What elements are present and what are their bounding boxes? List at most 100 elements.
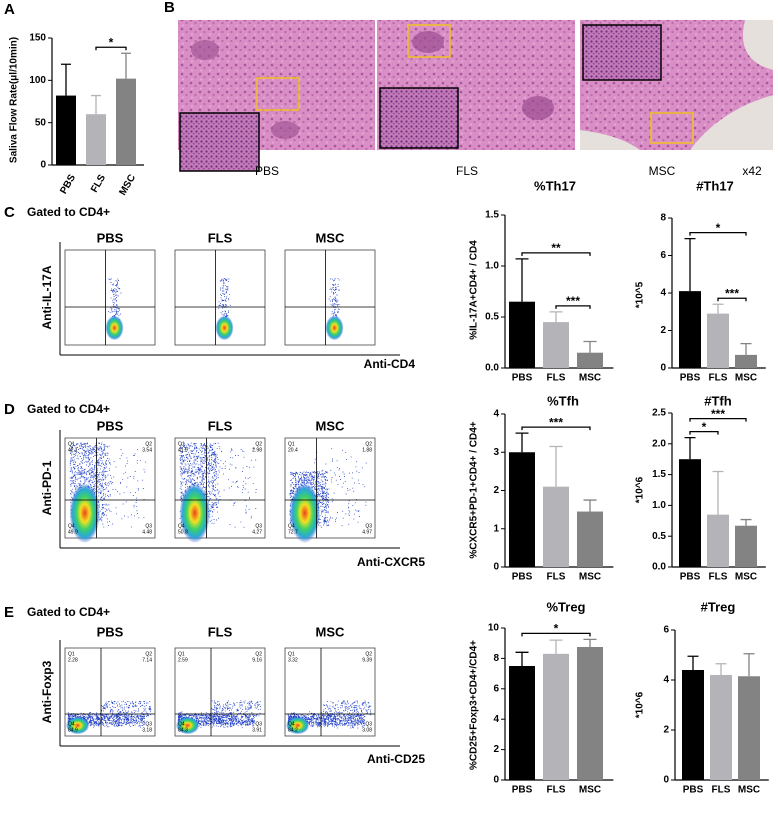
panel-label: E — [4, 604, 14, 621]
event-density — [175, 716, 200, 735]
significance-label: * — [554, 622, 559, 636]
y-tick-label: 2.0 — [652, 438, 666, 449]
quadrant-value: 9.39 — [362, 657, 372, 663]
y-tick-label: 4 — [493, 409, 499, 420]
y-tick-label: 1 — [493, 523, 499, 534]
quadrant-value: 2.28 — [68, 657, 78, 663]
significance-bracket — [689, 231, 747, 236]
bar — [543, 322, 569, 368]
error-bar — [549, 639, 563, 654]
quadrant-name: Q3 — [255, 721, 262, 727]
y-tick-label: 6 — [660, 250, 666, 261]
background — [580, 20, 773, 150]
quadrant-name: Q3 — [145, 523, 152, 529]
x-tick-label: MSC — [735, 373, 757, 384]
magnification: x42 — [742, 164, 762, 178]
significance-label: *** — [725, 286, 739, 300]
panel-label: A — [4, 1, 15, 18]
y-tick-label: 8 — [493, 653, 499, 664]
quadrant-name: Q4 — [288, 523, 295, 529]
quadrant-value: 84.9 — [68, 727, 78, 733]
quadrant-name: Q2 — [255, 441, 262, 447]
y-tick-label: 2 — [493, 744, 499, 755]
error-bar — [687, 655, 699, 670]
quadrant-value: 3.54 — [142, 447, 152, 453]
quadrant-name: Q1 — [178, 441, 185, 447]
error-bar — [91, 94, 101, 115]
significance-label: * — [716, 221, 721, 235]
bar — [738, 676, 760, 780]
flow-plot-title: PBS — [97, 624, 124, 639]
quadrant-name: Q1 — [288, 441, 295, 447]
quadrant-name: Q3 — [365, 523, 372, 529]
bar — [735, 525, 757, 567]
y-tick-label: 0 — [493, 562, 499, 573]
y-tick-label: 3 — [493, 447, 499, 458]
y-tick-label: 4 — [660, 288, 666, 299]
gate-label: Gated to CD4+ — [27, 605, 110, 619]
significance-label: *** — [549, 415, 563, 429]
quadrant-name: Q4 — [288, 721, 295, 727]
y-axis-label: %CD25+Foxp3+CD4+/CD4+ — [469, 640, 480, 770]
bar — [682, 670, 704, 780]
image-label: FLS — [456, 164, 478, 178]
error-bar — [583, 499, 597, 512]
bar — [509, 666, 535, 780]
y-tick-label: 6 — [493, 683, 499, 694]
significance-bracket — [521, 632, 591, 637]
flow-x-label: Anti-CD25 — [367, 752, 425, 766]
bar — [710, 675, 732, 780]
quadrant-name: Q2 — [145, 441, 152, 447]
y-tick-label: 4 — [663, 675, 669, 686]
event-density — [179, 483, 211, 543]
quadrant-name: Q3 — [365, 721, 372, 727]
significance-label: ** — [551, 241, 561, 255]
quadrant-value: 9.16 — [252, 657, 262, 663]
quadrant-value: 3.91 — [252, 727, 262, 733]
error-bar — [712, 470, 724, 515]
bar — [679, 291, 701, 368]
y-tick-label: 100 — [29, 75, 46, 86]
significance-bracket — [521, 252, 591, 256]
bar — [707, 514, 729, 567]
gate-label: Gated to CD4+ — [27, 205, 110, 219]
y-tick-label: 1.5 — [485, 210, 499, 221]
quadrant-name: Q3 — [145, 721, 152, 727]
bar — [56, 95, 76, 165]
bar — [509, 301, 535, 368]
significance-bracket — [689, 417, 747, 422]
y-axis-label: Saliva Flow Rate(μl/10min) — [9, 37, 20, 163]
y-tick-label: 1.0 — [485, 261, 499, 272]
y-tick-label: 4 — [493, 714, 499, 725]
error-bar — [684, 436, 696, 460]
y-tick-label: 0 — [40, 160, 46, 171]
chart-title: #Treg — [701, 599, 736, 614]
event-density — [69, 483, 101, 543]
x-tick-label: FLS — [547, 572, 566, 583]
y-axis-label: *10^5 — [635, 281, 646, 308]
flow-plot-title: FLS — [208, 624, 233, 639]
flow-y-label: Anti-PD-1 — [40, 460, 54, 515]
bar — [116, 78, 136, 165]
error-bar — [583, 340, 597, 353]
flow-plot-title: MSC — [316, 418, 346, 433]
quadrant-name: Q3 — [255, 523, 262, 529]
histology-images — [178, 20, 773, 172]
error-bar — [61, 63, 71, 96]
quadrant-value: 84.3 — [178, 727, 188, 733]
quadrant-name: Q4 — [68, 523, 75, 529]
bar — [577, 352, 603, 368]
infiltrate — [191, 40, 219, 60]
infiltrate — [522, 96, 554, 120]
y-tick-label: 2 — [660, 325, 666, 336]
y-tick-label: 0 — [663, 775, 669, 786]
quadrant-name: Q1 — [178, 651, 185, 657]
error-bar — [549, 311, 563, 323]
error-bar — [684, 237, 696, 292]
error-bar — [515, 432, 529, 453]
flow-x-label: Anti-CXCR5 — [357, 555, 425, 569]
quadrant-value: 3.18 — [142, 727, 152, 733]
quadrant-name: Q2 — [255, 651, 262, 657]
quadrant-value: 2.98 — [252, 447, 262, 453]
quadrant-value: 2.59 — [178, 657, 188, 663]
